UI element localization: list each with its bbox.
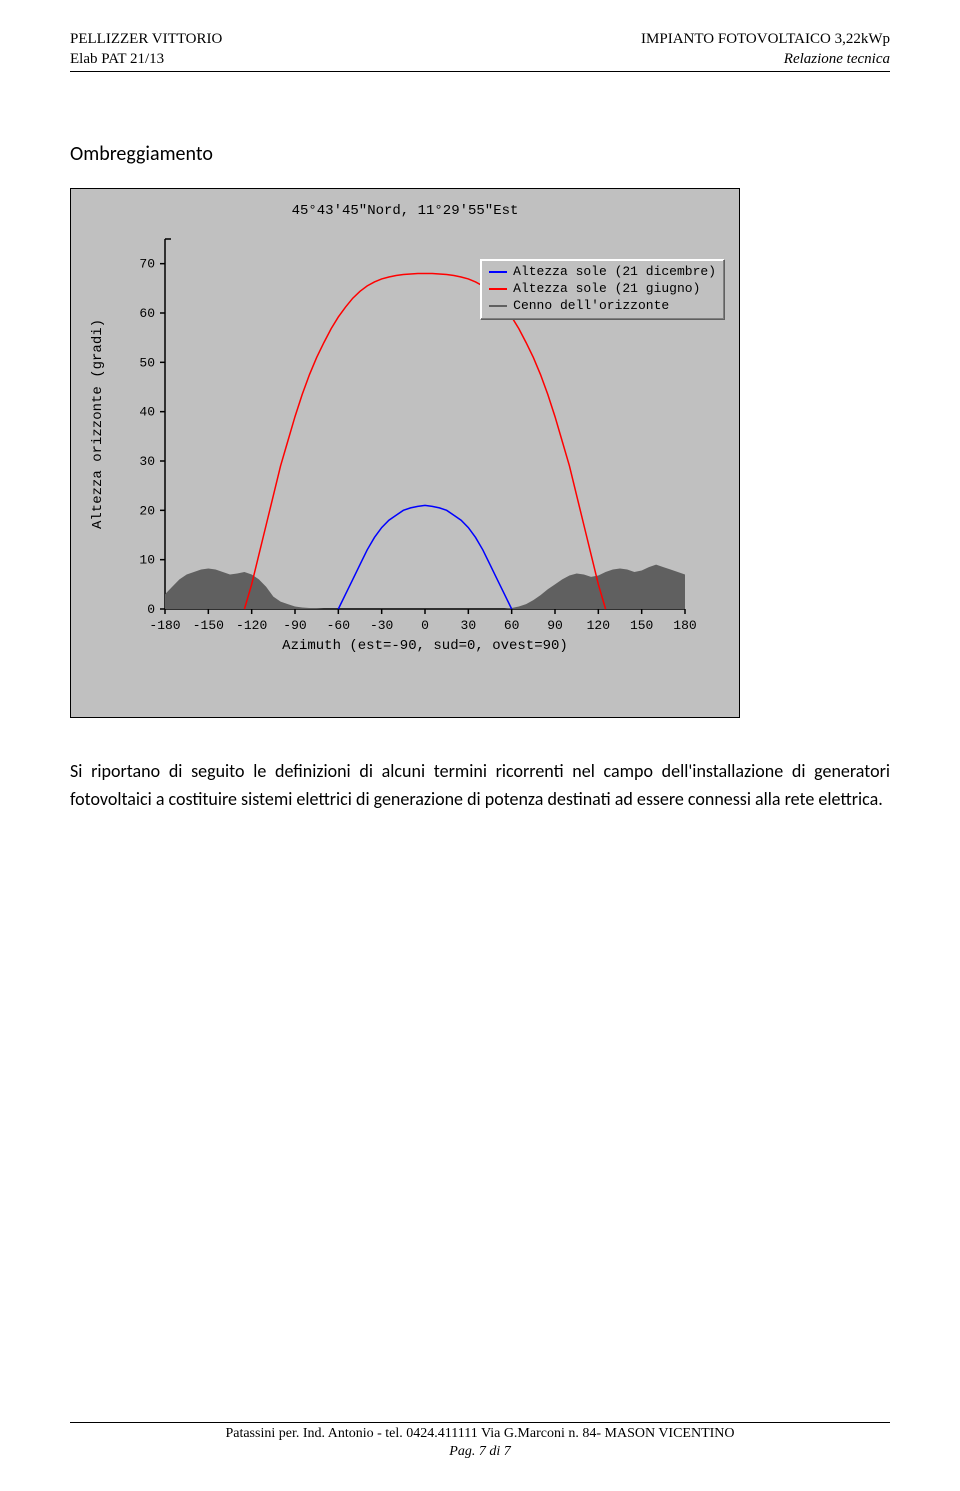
svg-text:120: 120	[587, 618, 610, 633]
svg-text:-30: -30	[370, 618, 393, 633]
legend-label-jun: Altezza sole (21 giugno)	[513, 281, 700, 298]
header-rule	[70, 71, 890, 72]
legend-item-dec: Altezza sole (21 dicembre)	[489, 264, 716, 281]
header-right: IMPIANTO FOTOVOLTAICO 3,22kWp Relazione …	[641, 30, 890, 69]
svg-text:180: 180	[673, 618, 696, 633]
header-subtitle: Relazione tecnica	[641, 50, 890, 70]
chart-title: 45°43'45"Nord, 11°29'55"Est	[79, 197, 731, 229]
svg-text:20: 20	[139, 503, 155, 518]
svg-text:-90: -90	[283, 618, 306, 633]
svg-text:90: 90	[547, 618, 563, 633]
chart-legend: Altezza sole (21 dicembre) Altezza sole …	[480, 259, 725, 320]
svg-text:-150: -150	[193, 618, 224, 633]
page: PELLIZZER VITTORIO Elab PAT 21/13 IMPIAN…	[0, 0, 960, 1491]
svg-text:30: 30	[461, 618, 477, 633]
svg-text:10: 10	[139, 553, 155, 568]
footer-rule	[70, 1422, 890, 1423]
svg-text:60: 60	[504, 618, 520, 633]
body-paragraph: Si riportano di seguito le definizioni d…	[70, 758, 890, 814]
svg-text:30: 30	[139, 454, 155, 469]
svg-text:70: 70	[139, 257, 155, 272]
footer-page: Pag. 7 di 7	[70, 1443, 890, 1461]
svg-text:60: 60	[139, 306, 155, 321]
footer: Patassini per. Ind. Antonio - tel. 0424.…	[70, 1420, 890, 1461]
svg-text:0: 0	[421, 618, 429, 633]
svg-text:-180: -180	[149, 618, 180, 633]
svg-text:-60: -60	[327, 618, 350, 633]
svg-text:0: 0	[147, 602, 155, 617]
header-client: PELLIZZER VITTORIO	[70, 30, 222, 50]
legend-swatch-dec	[489, 271, 507, 273]
section-title: Ombreggiamento	[70, 142, 890, 166]
legend-swatch-jun	[489, 288, 507, 290]
header-left: PELLIZZER VITTORIO Elab PAT 21/13	[70, 30, 222, 69]
legend-item-horizon: Cenno dell'orizzonte	[489, 298, 716, 315]
svg-text:Altezza orizzonte (gradi): Altezza orizzonte (gradi)	[90, 319, 106, 529]
footer-text: Patassini per. Ind. Antonio - tel. 0424.…	[70, 1425, 890, 1461]
svg-text:40: 40	[139, 405, 155, 420]
header-doc-ref: Elab PAT 21/13	[70, 50, 222, 70]
svg-text:-120: -120	[236, 618, 267, 633]
footer-address: Patassini per. Ind. Antonio - tel. 0424.…	[70, 1425, 890, 1443]
legend-label-horizon: Cenno dell'orizzonte	[513, 298, 669, 315]
legend-label-dec: Altezza sole (21 dicembre)	[513, 264, 716, 281]
legend-item-jun: Altezza sole (21 giugno)	[489, 281, 716, 298]
svg-text:50: 50	[139, 355, 155, 370]
legend-swatch-horizon	[489, 305, 507, 307]
chart-area: 0 10 20 30 40 50 60 70 -180 -150 -120 -90 -60 -30 0 30 6…	[79, 229, 731, 709]
sun-chart: 45°43'45"Nord, 11°29'55"Est 0 10 20 30 40 50 6…	[70, 188, 740, 718]
svg-text:Azimuth (est=-90, sud=0, ovest: Azimuth (est=-90, sud=0, ovest=90)	[282, 638, 568, 654]
header: PELLIZZER VITTORIO Elab PAT 21/13 IMPIAN…	[70, 30, 890, 69]
svg-text:150: 150	[630, 618, 653, 633]
header-project: IMPIANTO FOTOVOLTAICO 3,22kWp	[641, 30, 890, 50]
